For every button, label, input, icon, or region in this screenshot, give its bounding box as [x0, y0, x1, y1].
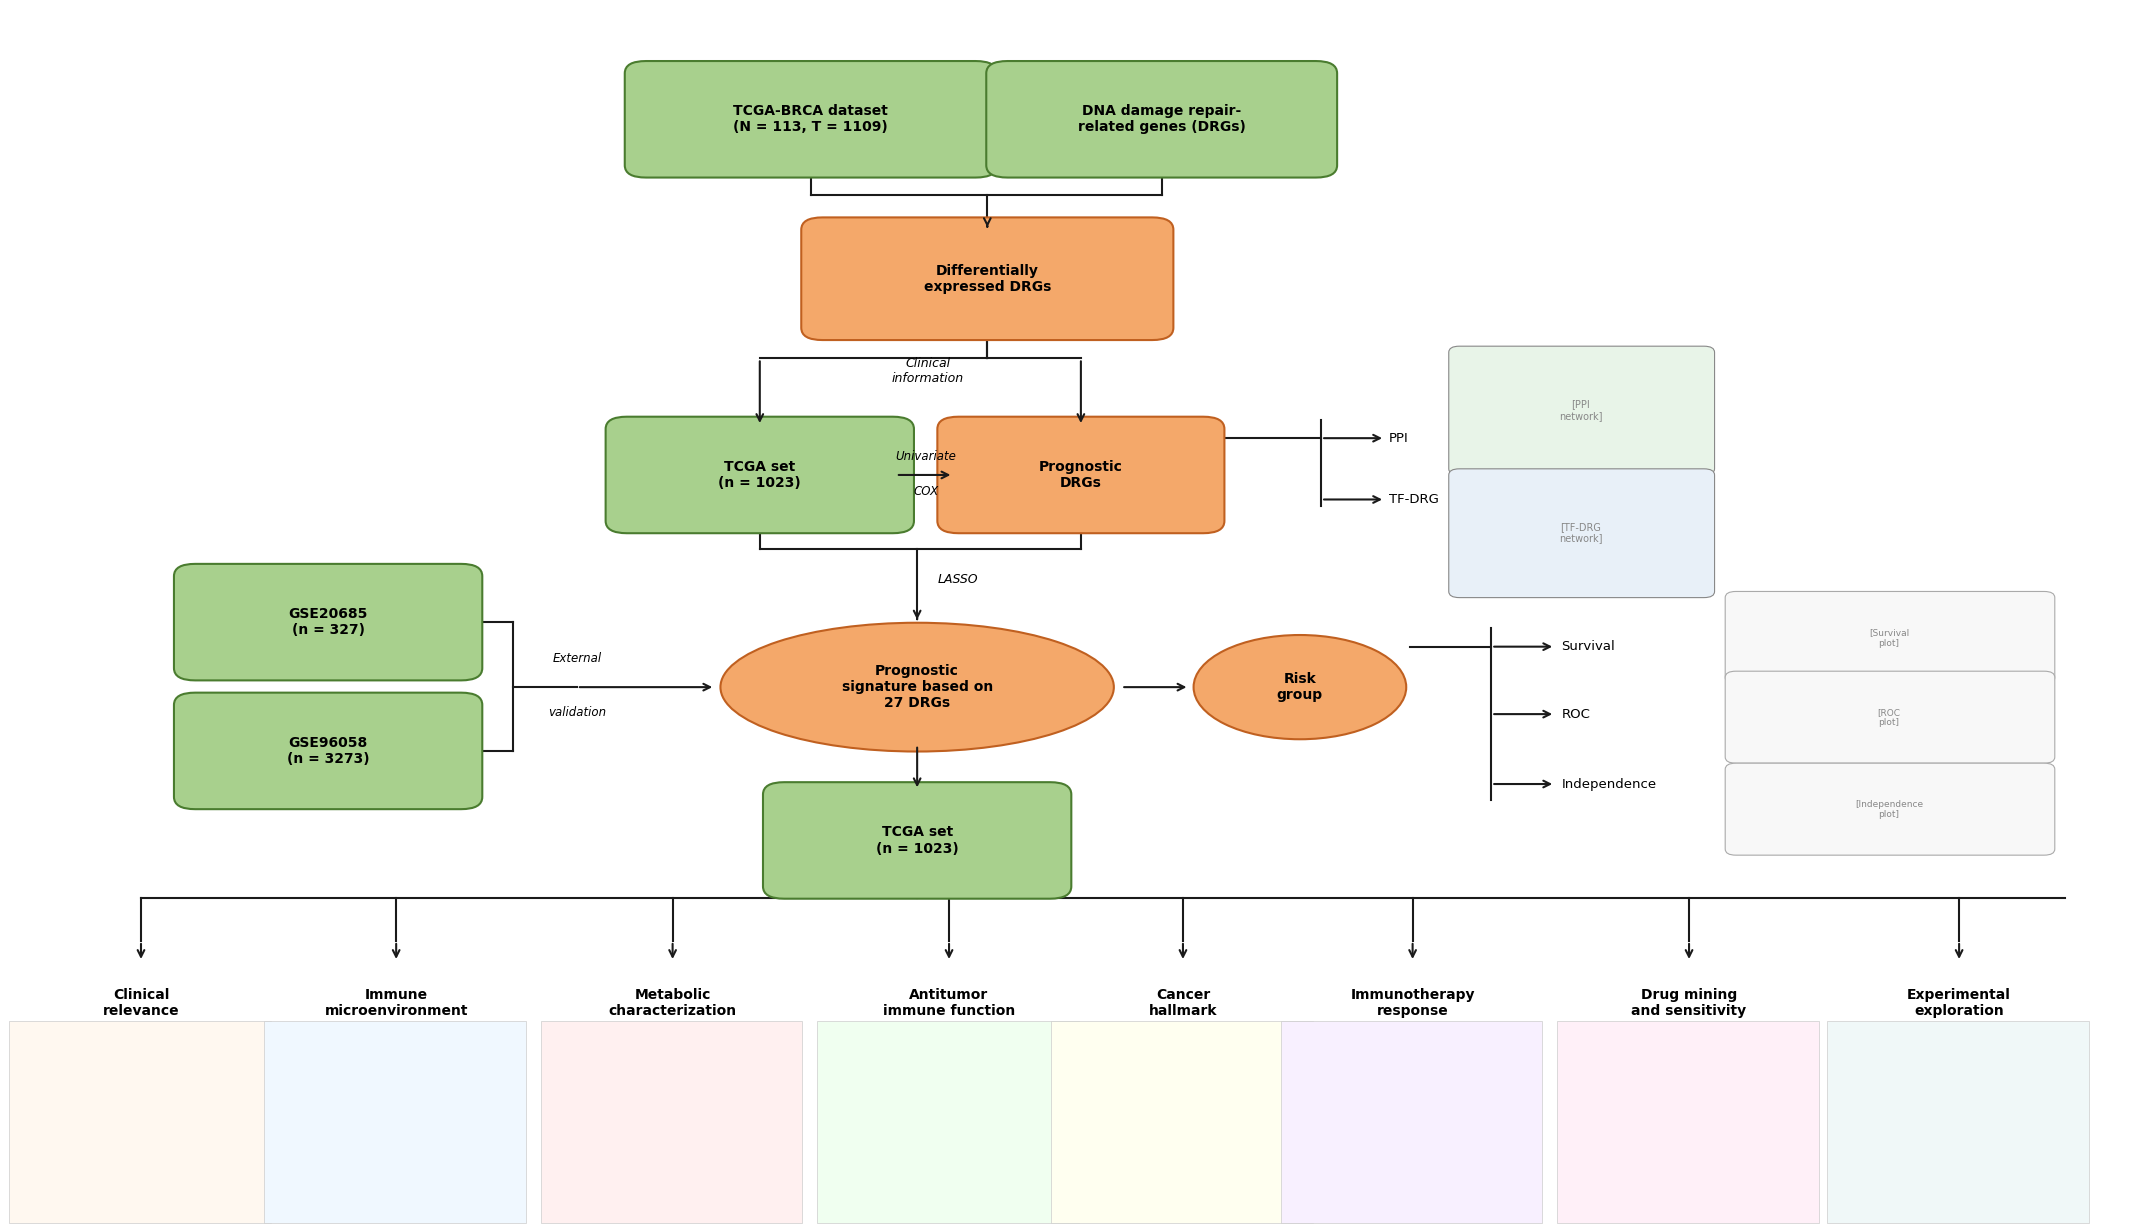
Text: [ROC
plot]: [ROC plot] — [1878, 708, 1900, 727]
Text: [Survival
plot]: [Survival plot] — [1870, 628, 1908, 648]
Text: Drug mining
and sensitivity: Drug mining and sensitivity — [1631, 988, 1746, 1018]
FancyBboxPatch shape — [1281, 1021, 1541, 1223]
Text: GSE96058
(n = 3273): GSE96058 (n = 3273) — [288, 736, 369, 766]
Text: Survival: Survival — [1561, 641, 1616, 653]
Text: Antitumor
immune function: Antitumor immune function — [883, 988, 1015, 1018]
FancyBboxPatch shape — [1051, 1021, 1313, 1223]
FancyBboxPatch shape — [1556, 1021, 1819, 1223]
Text: Prognostic
signature based on
27 DRGs: Prognostic signature based on 27 DRGs — [842, 664, 994, 711]
Text: [TF-DRG
network]: [TF-DRG network] — [1558, 522, 1603, 543]
Text: Experimental
exploration: Experimental exploration — [1908, 988, 2010, 1018]
Text: Univariate: Univariate — [895, 450, 955, 463]
Text: Metabolic
characterization: Metabolic characterization — [608, 988, 738, 1018]
Text: Clinical
relevance: Clinical relevance — [102, 988, 179, 1018]
FancyBboxPatch shape — [938, 416, 1224, 533]
Text: ROC: ROC — [1561, 707, 1590, 721]
Text: Cancer
hallmark: Cancer hallmark — [1149, 988, 1217, 1018]
FancyBboxPatch shape — [1725, 671, 2055, 763]
FancyBboxPatch shape — [1450, 346, 1714, 476]
Text: [Independence
plot]: [Independence plot] — [1855, 800, 1923, 819]
Text: GSE20685
(n = 327): GSE20685 (n = 327) — [288, 607, 369, 637]
Text: validation: validation — [548, 706, 605, 718]
FancyBboxPatch shape — [987, 62, 1337, 177]
Text: [PPI
network]: [PPI network] — [1558, 399, 1603, 421]
Text: TF-DRG: TF-DRG — [1390, 493, 1439, 506]
FancyBboxPatch shape — [1725, 763, 2055, 855]
FancyBboxPatch shape — [1827, 1021, 2089, 1223]
Text: Clinical
information: Clinical information — [891, 357, 964, 384]
FancyBboxPatch shape — [9, 1021, 271, 1223]
Text: COX: COX — [912, 484, 938, 498]
Text: Immunotherapy
response: Immunotherapy response — [1350, 988, 1475, 1018]
Text: Risk
group: Risk group — [1277, 671, 1324, 702]
Text: Prognostic
DRGs: Prognostic DRGs — [1038, 460, 1124, 490]
FancyBboxPatch shape — [264, 1021, 527, 1223]
Text: DNA damage repair-
related genes (DRGs): DNA damage repair- related genes (DRGs) — [1079, 105, 1245, 134]
FancyBboxPatch shape — [1450, 469, 1714, 598]
FancyBboxPatch shape — [817, 1021, 1079, 1223]
Text: LASSO: LASSO — [938, 573, 979, 585]
FancyBboxPatch shape — [605, 416, 915, 533]
Text: Differentially
expressed DRGs: Differentially expressed DRGs — [923, 264, 1051, 293]
FancyBboxPatch shape — [542, 1021, 802, 1223]
Ellipse shape — [1194, 634, 1407, 739]
FancyBboxPatch shape — [175, 564, 482, 680]
FancyBboxPatch shape — [1725, 591, 2055, 684]
Text: External: External — [552, 652, 601, 665]
Text: TCGA-BRCA dataset
(N = 113, T = 1109): TCGA-BRCA dataset (N = 113, T = 1109) — [733, 105, 889, 134]
Text: Immune
microenvironment: Immune microenvironment — [324, 988, 467, 1018]
Text: TCGA set
(n = 1023): TCGA set (n = 1023) — [718, 460, 802, 490]
Text: TCGA set
(n = 1023): TCGA set (n = 1023) — [876, 825, 959, 855]
Ellipse shape — [721, 622, 1113, 752]
Text: PPI: PPI — [1390, 431, 1409, 445]
Text: Independence: Independence — [1561, 777, 1657, 791]
FancyBboxPatch shape — [175, 692, 482, 809]
FancyBboxPatch shape — [763, 782, 1070, 898]
FancyBboxPatch shape — [625, 62, 998, 177]
FancyBboxPatch shape — [802, 217, 1173, 340]
